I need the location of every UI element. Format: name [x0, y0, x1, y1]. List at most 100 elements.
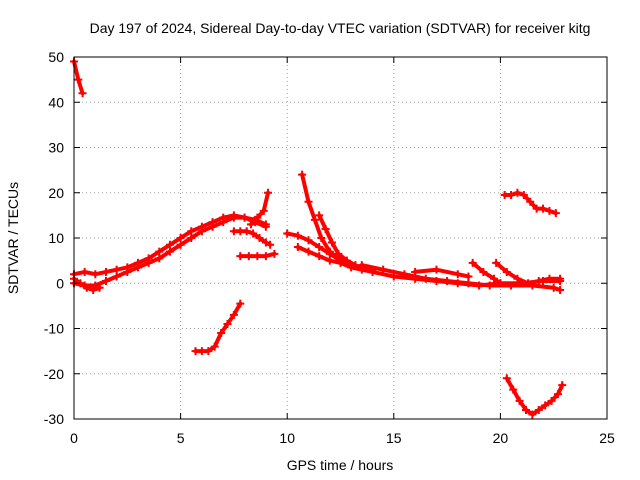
data-point: [515, 396, 524, 405]
data-point: [242, 227, 251, 236]
data-point: [479, 267, 488, 276]
y-tick-label: 50: [48, 49, 64, 65]
data-point: [304, 236, 313, 245]
data-point: [556, 274, 565, 283]
data-point: [541, 401, 550, 410]
data-point: [293, 243, 302, 252]
data-point: [551, 209, 560, 218]
data-point: [208, 222, 217, 231]
data-point: [325, 256, 334, 265]
data-point: [336, 258, 345, 267]
data-point: [217, 329, 226, 338]
data-point: [310, 215, 319, 224]
data-point: [101, 267, 110, 276]
data-point: [298, 170, 307, 179]
data-series-arc-18: [504, 376, 565, 417]
data-point: [556, 286, 565, 295]
data-series-arc-15: [470, 260, 503, 286]
data-point: [259, 206, 268, 215]
data-point: [432, 265, 441, 274]
data-point: [91, 270, 100, 279]
x-tick-label: 0: [70, 430, 78, 446]
data-point: [507, 281, 516, 290]
data-point: [526, 197, 535, 206]
data-point: [204, 347, 213, 356]
y-tick-label: 40: [48, 94, 64, 110]
data-point: [342, 256, 351, 265]
data-point: [264, 188, 273, 197]
y-tick-label: -10: [44, 321, 64, 337]
ticks: 0 5 10 15 20 25 -30 -20 -10 0 10 20 30 40 50: [44, 49, 615, 446]
data-point: [82, 283, 91, 292]
data-point: [513, 274, 522, 283]
data-point: [545, 274, 554, 283]
data-point: [304, 247, 313, 256]
data-point: [485, 281, 494, 290]
data-point: [464, 279, 473, 288]
data-point: [261, 252, 270, 261]
data-point: [315, 211, 324, 220]
data-point: [304, 197, 313, 206]
data-point: [507, 191, 516, 200]
chart-title: Day 197 of 2024, Sidereal Day-to-day VTE…: [90, 20, 591, 36]
data-point: [187, 227, 196, 236]
data-point: [223, 319, 232, 328]
data-point: [246, 220, 255, 229]
x-tick-label: 15: [386, 430, 402, 446]
data-point: [400, 270, 409, 279]
data-point: [80, 267, 89, 276]
data-point: [155, 254, 164, 263]
data-point: [253, 213, 262, 222]
data-point: [558, 381, 567, 390]
y-axis-title: SDTVAR / TECUs: [5, 182, 21, 294]
y-tick-label: 10: [48, 230, 64, 246]
data-point: [236, 252, 245, 261]
data-point: [553, 390, 562, 399]
data-point: [253, 252, 262, 261]
y-tick-label: -30: [44, 411, 64, 427]
data-point: [261, 220, 270, 229]
x-tick-label: 10: [279, 430, 295, 446]
data-point: [534, 405, 543, 414]
data-point: [244, 252, 253, 261]
data-point: [101, 276, 110, 285]
data-point: [155, 247, 164, 256]
data-point: [197, 227, 206, 236]
data-point: [74, 75, 83, 84]
data-point: [357, 261, 366, 270]
data-point: [283, 229, 292, 238]
data-point: [95, 283, 104, 292]
data-point: [78, 89, 87, 98]
y-tick-label: 20: [48, 185, 64, 201]
data-point: [549, 283, 558, 292]
data-point: [266, 240, 275, 249]
data-point: [261, 238, 270, 247]
data-point: [513, 188, 522, 197]
data-point: [255, 234, 264, 242]
data-point: [270, 249, 279, 258]
data-point: [176, 234, 185, 242]
data-series-arc-8: [249, 190, 270, 227]
data-point: [315, 243, 324, 252]
data-point: [534, 276, 543, 285]
data-point: [325, 247, 334, 256]
data-point: [490, 274, 499, 283]
data-point: [249, 229, 258, 238]
data-point: [502, 267, 511, 276]
data-point: [545, 206, 554, 215]
data-point: [89, 286, 98, 295]
data-point: [443, 276, 452, 285]
data-point: [521, 405, 530, 414]
x-axis-title: GPS time / hours: [287, 457, 394, 473]
data-point: [547, 396, 556, 405]
data-point: [539, 204, 548, 213]
data-point: [165, 247, 174, 256]
x-tick-label: 25: [599, 430, 615, 446]
data-point: [379, 265, 388, 274]
data-point: [321, 224, 330, 233]
data-point: [236, 299, 245, 308]
data-point: [468, 258, 477, 267]
data-point: [144, 258, 153, 267]
data-point: [229, 310, 238, 319]
